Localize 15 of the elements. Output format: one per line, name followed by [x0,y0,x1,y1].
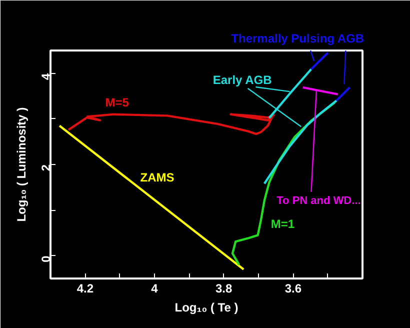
annotation: Early AGB [212,73,272,88]
text: Thermally Pulsing AGB [231,32,364,46]
x-tick-label: 4.2 [76,282,94,296]
line-series [263,100,338,185]
x-axis-title: Log₁₀ ( Te ) [174,300,238,314]
line-series [67,113,276,136]
x-tick-label: 4 [151,282,158,296]
x-tick-label: 3.8 [215,282,232,296]
x-tick-label: 3.6 [284,282,302,296]
y-axis-title: Log₁₀ ( Luminosity ) [14,107,28,222]
annotation: To PN and WD... [276,194,361,207]
annotation: ZAMS [140,170,174,184]
annotation: M=5 [105,95,130,110]
annotation: M=1 [270,217,295,232]
y-tick-label: 4 [39,72,53,80]
